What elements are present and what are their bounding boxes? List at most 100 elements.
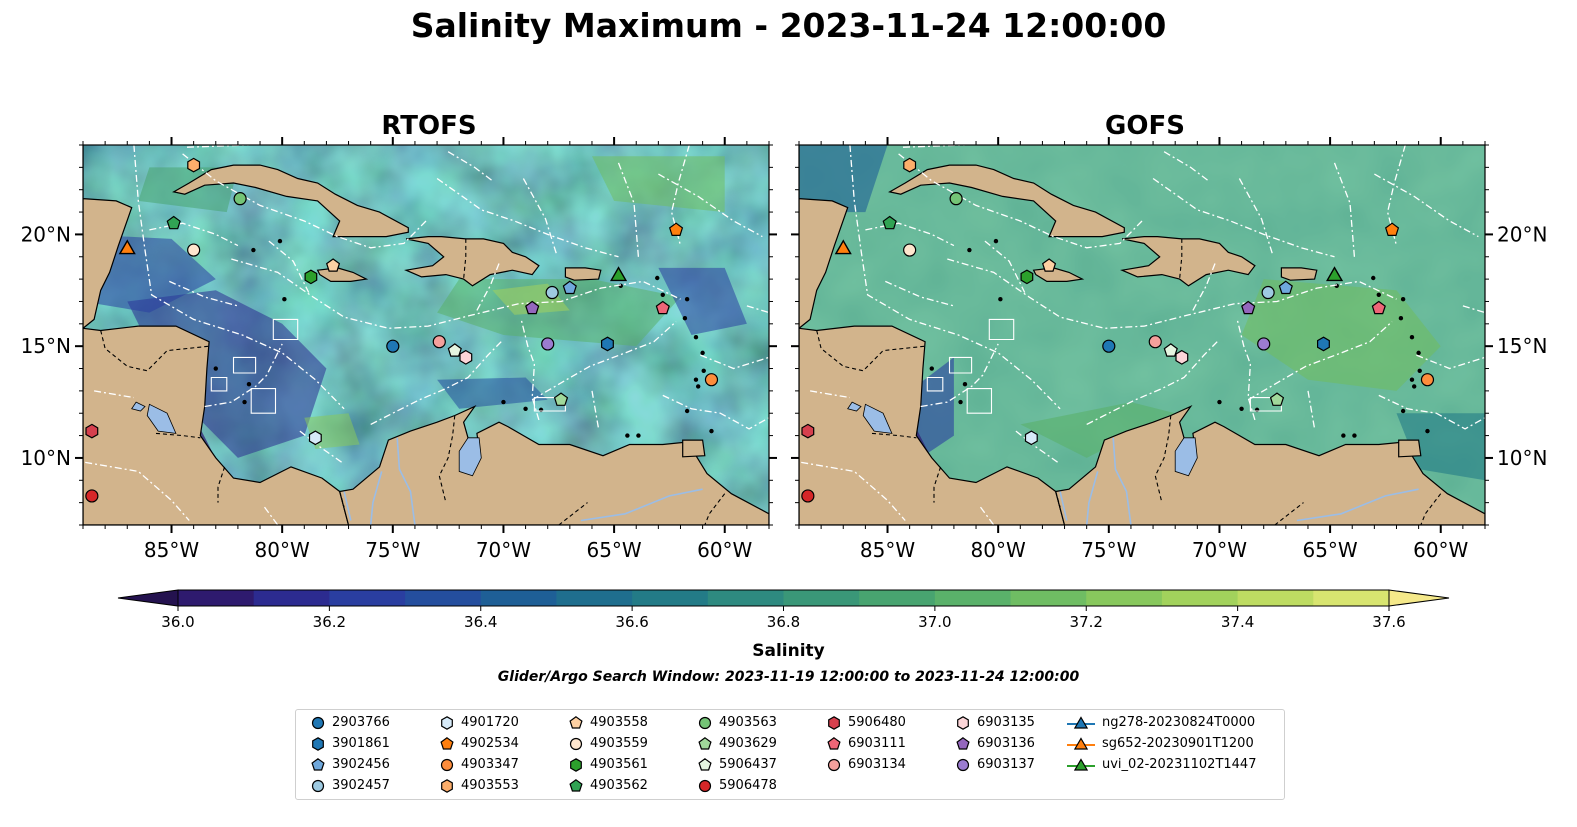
map-figure: 85°W 80°W 75°W 70°W 65°W 60°W 20°N 15°N 10°N 85°W… <box>21 137 1547 631</box>
salinity-colorbar: 36.0 36.2 36.4 36.6 36.8 37.0 37.2 37.4 37.6 <box>117 589 1450 631</box>
legend-entry: 6903137 <box>955 754 1035 775</box>
lon-tick-label: 85°W <box>860 538 915 562</box>
station-legend-icon <box>956 736 970 750</box>
legend-column: 2903766 3901861 3902456 3902457 <box>310 712 390 796</box>
station-marker <box>166 215 181 230</box>
glider-marker <box>834 239 852 255</box>
legend-label: 6903136 <box>977 736 1035 751</box>
lon-tick-label: 80°W <box>255 538 310 562</box>
legend-entry: 4903562 <box>568 775 648 796</box>
colorbar-bin <box>1237 590 1314 606</box>
colorbar-bin <box>1161 590 1239 606</box>
station-legend-icon <box>440 736 454 750</box>
lon-tick-label: 80°W <box>971 538 1026 562</box>
lat-tick-label: 15°N <box>21 334 71 358</box>
legend-label: 4903553 <box>461 778 519 793</box>
legend-entry: 4902534 <box>439 733 519 754</box>
lon-tick-label: 60°W <box>1413 538 1468 562</box>
legend-entry: 3902456 <box>310 754 390 775</box>
legend-label: 4903629 <box>719 736 777 751</box>
station-marker <box>1261 285 1275 300</box>
legend-entry: 4903629 <box>697 733 777 754</box>
panel-title-rtofs: RTOFS <box>381 111 477 141</box>
station-marker <box>525 300 540 315</box>
legend-entry: 5906478 <box>697 775 777 796</box>
station-marker <box>1024 430 1038 446</box>
station-marker <box>1257 337 1271 351</box>
legend-entry: 6903136 <box>955 733 1035 754</box>
search-window-caption: Glider/Argo Search Window: 2023-11-19 12… <box>497 669 1080 685</box>
legend-entry: 3901861 <box>310 733 390 754</box>
legend-column: 4903563 4903629 5906437 5906478 <box>697 712 777 796</box>
legend-entry: 6903134 <box>826 754 906 775</box>
station-marker <box>704 373 719 387</box>
legend-column: 4903558 4903559 4903561 4903562 <box>568 712 648 796</box>
station-marker <box>459 349 473 365</box>
colorbar-bin <box>934 590 1012 606</box>
station-legend-icon <box>569 778 583 792</box>
legend-label: 4903558 <box>590 715 648 730</box>
station-legend-icon <box>440 758 454 771</box>
station-marker <box>882 215 897 230</box>
lon-tick-label: 60°W <box>697 538 752 562</box>
station-marker <box>187 157 201 173</box>
colorbar-tick-label: 37.2 <box>1070 613 1103 631</box>
legend-column: 6903135 6903136 6903137 <box>955 712 1035 775</box>
station-marker <box>85 423 99 439</box>
colorbar-bin <box>1086 590 1163 606</box>
legend-label: 6903134 <box>848 757 906 772</box>
legend: 2903766 3901861 3902456 3902457 4901720 49025… <box>295 709 1285 800</box>
station-marker <box>801 489 815 503</box>
colorbar-bin <box>329 590 406 606</box>
legend-column: 4901720 4902534 4903347 4903553 <box>439 712 519 796</box>
lat-tick-label: 20°N <box>21 222 71 246</box>
station-marker <box>1041 258 1057 272</box>
colorbar-tick-label: 36.4 <box>464 613 497 631</box>
colorbar-bin <box>1010 590 1087 606</box>
legend-entry: 4901720 <box>439 712 519 733</box>
legend-column: 5906480 6903111 6903134 <box>826 712 906 775</box>
map-frames <box>82 144 1486 526</box>
station-marker <box>655 300 670 315</box>
legend-entry: 6903135 <box>955 712 1035 733</box>
legend-entry: 4903558 <box>568 712 648 733</box>
glider-legend-icon <box>1067 736 1095 750</box>
legend-label: 6903137 <box>977 757 1035 772</box>
lon-tick-label: 70°W <box>1192 538 1247 562</box>
colorbar-bin <box>783 590 860 606</box>
station-legend-icon <box>312 736 324 751</box>
station-legend-icon <box>441 715 453 730</box>
legend-label: 2903766 <box>332 715 390 730</box>
station-marker <box>903 243 917 257</box>
lat-tick-label: 15°N <box>1497 334 1547 358</box>
colorbar-label: Salinity <box>752 641 825 661</box>
station-marker <box>1241 300 1256 315</box>
station-legend-icon <box>311 716 325 729</box>
station-marker <box>447 343 462 357</box>
legend-label: 4903559 <box>590 736 648 751</box>
station-markers <box>85 157 1435 503</box>
station-marker <box>1371 300 1386 315</box>
station-legend-icon <box>311 757 325 771</box>
lon-tick-label: 65°W <box>1302 538 1357 562</box>
legend-label: 3902457 <box>332 778 390 793</box>
station-marker <box>1020 269 1034 285</box>
station-legend-icon <box>569 715 583 729</box>
legend-entry: uvi_02-20231102T1447 <box>1066 754 1256 775</box>
station-legend-icon <box>827 736 841 750</box>
legend-entry: 4903553 <box>439 775 519 796</box>
colorbar-bin <box>405 590 482 606</box>
legend-label: 3901861 <box>332 736 390 751</box>
legend-label: 3902456 <box>332 757 390 772</box>
lat-tick-label: 10°N <box>21 446 71 470</box>
legend-label: 4903562 <box>590 778 648 793</box>
station-legend-icon <box>698 757 712 771</box>
station-marker <box>801 423 815 439</box>
station-marker <box>1163 343 1178 357</box>
station-legend-icon <box>956 758 970 771</box>
station-marker <box>1269 392 1285 406</box>
lat-tick-label: 10°N <box>1497 446 1547 470</box>
colorbar-bin <box>480 590 557 606</box>
glider-legend-icon <box>1067 757 1095 771</box>
legend-label: 5906480 <box>848 715 906 730</box>
